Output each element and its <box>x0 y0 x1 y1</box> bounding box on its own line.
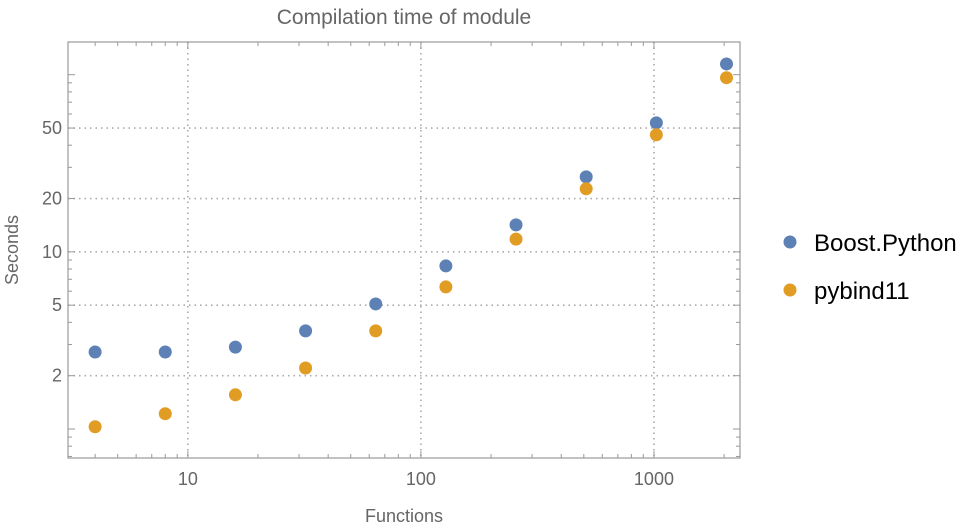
pybind11-point <box>299 361 313 375</box>
pybind11-point <box>158 407 172 421</box>
pybind11-point <box>88 420 102 434</box>
boost-python-point <box>299 324 313 338</box>
pybind11-point <box>579 182 593 196</box>
y-tick-label: 20 <box>42 189 62 209</box>
plot-frame <box>67 41 741 459</box>
boost-python-point <box>369 297 383 311</box>
x-tick-label: 10 <box>178 469 198 489</box>
x-tick-label: 100 <box>406 469 436 489</box>
pybind11-point <box>439 280 453 294</box>
boost-python-point <box>579 170 593 184</box>
pybind11-point <box>369 324 383 338</box>
pybind11-point <box>509 232 523 246</box>
pybind11-point <box>228 388 242 402</box>
boost-python-point <box>158 345 172 359</box>
points <box>88 57 734 434</box>
boost-python-point <box>649 116 663 130</box>
legend-label-boost-python: Boost.Python <box>814 230 957 257</box>
pybind11-point <box>649 128 663 142</box>
boost-python-point <box>88 345 102 359</box>
y-tick-label: 5 <box>52 295 62 315</box>
boost-python-point <box>439 259 453 273</box>
boost-python-point <box>509 218 523 232</box>
x-axis-label: Functions <box>365 506 443 525</box>
y-axis-label: Seconds <box>2 215 22 285</box>
y-tick-label: 50 <box>42 118 62 138</box>
boost-python-point <box>720 57 734 71</box>
boost-python-point <box>228 340 242 354</box>
y-tick-label: 2 <box>52 366 62 386</box>
legend: Boost.Python pybind11 <box>783 230 957 305</box>
y-tick-label: 10 <box>42 242 62 262</box>
legend-label-pybind11: pybind11 <box>814 278 910 305</box>
x-tick-label: 1000 <box>634 469 674 489</box>
chart-title: Compilation time of module <box>277 6 531 29</box>
gridlines <box>68 42 740 458</box>
legend-marker-pybind11 <box>783 283 797 297</box>
ticks: 10 100 1000 2 5 10 20 50 <box>42 42 740 489</box>
legend-marker-boost-python <box>783 235 797 249</box>
pybind11-point <box>720 71 734 85</box>
